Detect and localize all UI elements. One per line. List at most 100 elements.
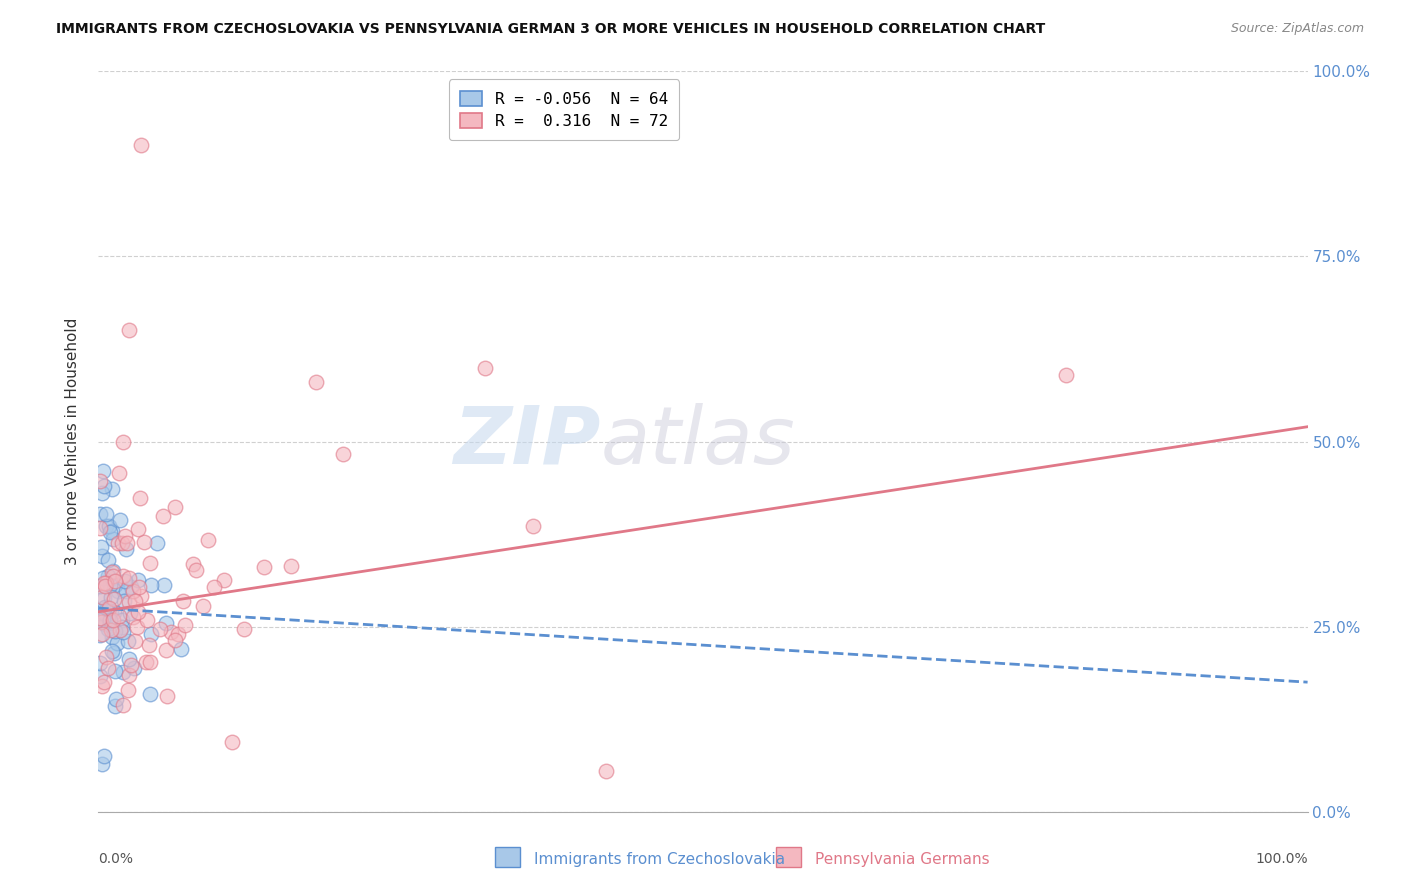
Point [114, 574, 136, 589]
Point [212, 573, 235, 587]
Point [186, 563, 208, 577]
Point [191, 599, 214, 613]
Point [117, 633, 139, 648]
Point [111, 536, 134, 550]
Point [522, 519, 544, 533]
Point [104, 664, 127, 678]
Text: 0.0%: 0.0% [98, 853, 134, 866]
Point [100, 565, 122, 579]
Bar [776, 847, 801, 867]
Point [221, 735, 243, 749]
Point [172, 594, 194, 608]
Point [108, 466, 131, 480]
Point [94, 616, 117, 631]
Text: Source: ZipAtlas.com: Source: ZipAtlas.com [1230, 22, 1364, 36]
Point [127, 521, 149, 535]
Point [155, 616, 177, 631]
Point [103, 578, 125, 592]
Point [97, 614, 120, 628]
Point [90, 615, 112, 629]
Point [96, 507, 118, 521]
Point [149, 622, 172, 636]
Point [103, 605, 125, 619]
Point [128, 580, 150, 594]
Point [120, 657, 142, 672]
Point [91, 626, 114, 640]
Point [94, 599, 117, 614]
Point [122, 610, 145, 624]
Text: Pennsylvania Germans: Pennsylvania Germans [815, 852, 990, 867]
Point [100, 591, 122, 605]
Point [103, 646, 125, 660]
Point [100, 603, 122, 617]
Text: 100.0%: 100.0% [1256, 853, 1308, 866]
Point [134, 534, 156, 549]
Point [89, 656, 111, 670]
Point [152, 578, 174, 592]
Text: Immigrants from Czechoslovakia: Immigrants from Czechoslovakia [534, 852, 786, 867]
Point [98, 578, 121, 592]
Point [93, 749, 115, 764]
Point [127, 605, 149, 619]
Point [97, 518, 120, 533]
Point [93, 607, 115, 621]
Point [122, 661, 145, 675]
Point [138, 638, 160, 652]
Point [97, 622, 120, 636]
Point [138, 556, 160, 570]
Point [112, 593, 135, 607]
Point [91, 591, 114, 605]
Point [98, 524, 121, 539]
Point [93, 612, 115, 626]
Point [120, 606, 142, 620]
Point [101, 613, 124, 627]
Point [139, 626, 162, 640]
Point [305, 376, 328, 390]
Point [117, 682, 139, 697]
Point [89, 541, 111, 555]
Point [96, 601, 118, 615]
Point [135, 655, 157, 669]
Point [118, 324, 141, 338]
Point [166, 627, 188, 641]
Point [163, 500, 186, 515]
Point [101, 565, 124, 579]
Point [280, 559, 302, 574]
Point [136, 613, 159, 627]
Point [89, 610, 111, 624]
Bar [495, 847, 520, 867]
Point [124, 634, 146, 648]
Point [120, 580, 142, 594]
Point [1054, 368, 1077, 382]
Point [96, 649, 118, 664]
Point [118, 595, 141, 609]
Point [100, 623, 122, 637]
Y-axis label: 3 or more Vehicles in Household: 3 or more Vehicles in Household [65, 318, 80, 566]
Point [107, 536, 129, 550]
Point [101, 630, 124, 644]
Point [152, 508, 174, 523]
Point [115, 584, 138, 599]
Point [97, 600, 120, 615]
Point [127, 573, 149, 587]
Point [100, 524, 122, 539]
Text: IMMIGRANTS FROM CZECHOSLOVAKIA VS PENNSYLVANIA GERMAN 3 OR MORE VEHICLES IN HOUS: IMMIGRANTS FROM CZECHOSLOVAKIA VS PENNSY… [56, 22, 1046, 37]
Point [91, 571, 114, 585]
Point [93, 675, 115, 690]
Text: ZIP: ZIP [453, 402, 600, 481]
Text: atlas: atlas [600, 402, 794, 481]
Point [93, 479, 115, 493]
Point [97, 552, 120, 566]
Point [111, 620, 134, 634]
Point [104, 574, 127, 588]
Point [90, 549, 112, 563]
Point [93, 576, 115, 591]
Point [165, 633, 187, 648]
Point [110, 513, 132, 527]
Point [114, 528, 136, 542]
Point [173, 618, 195, 632]
Point [111, 568, 134, 582]
Point [160, 624, 183, 639]
Point [129, 491, 152, 505]
Point [91, 486, 114, 500]
